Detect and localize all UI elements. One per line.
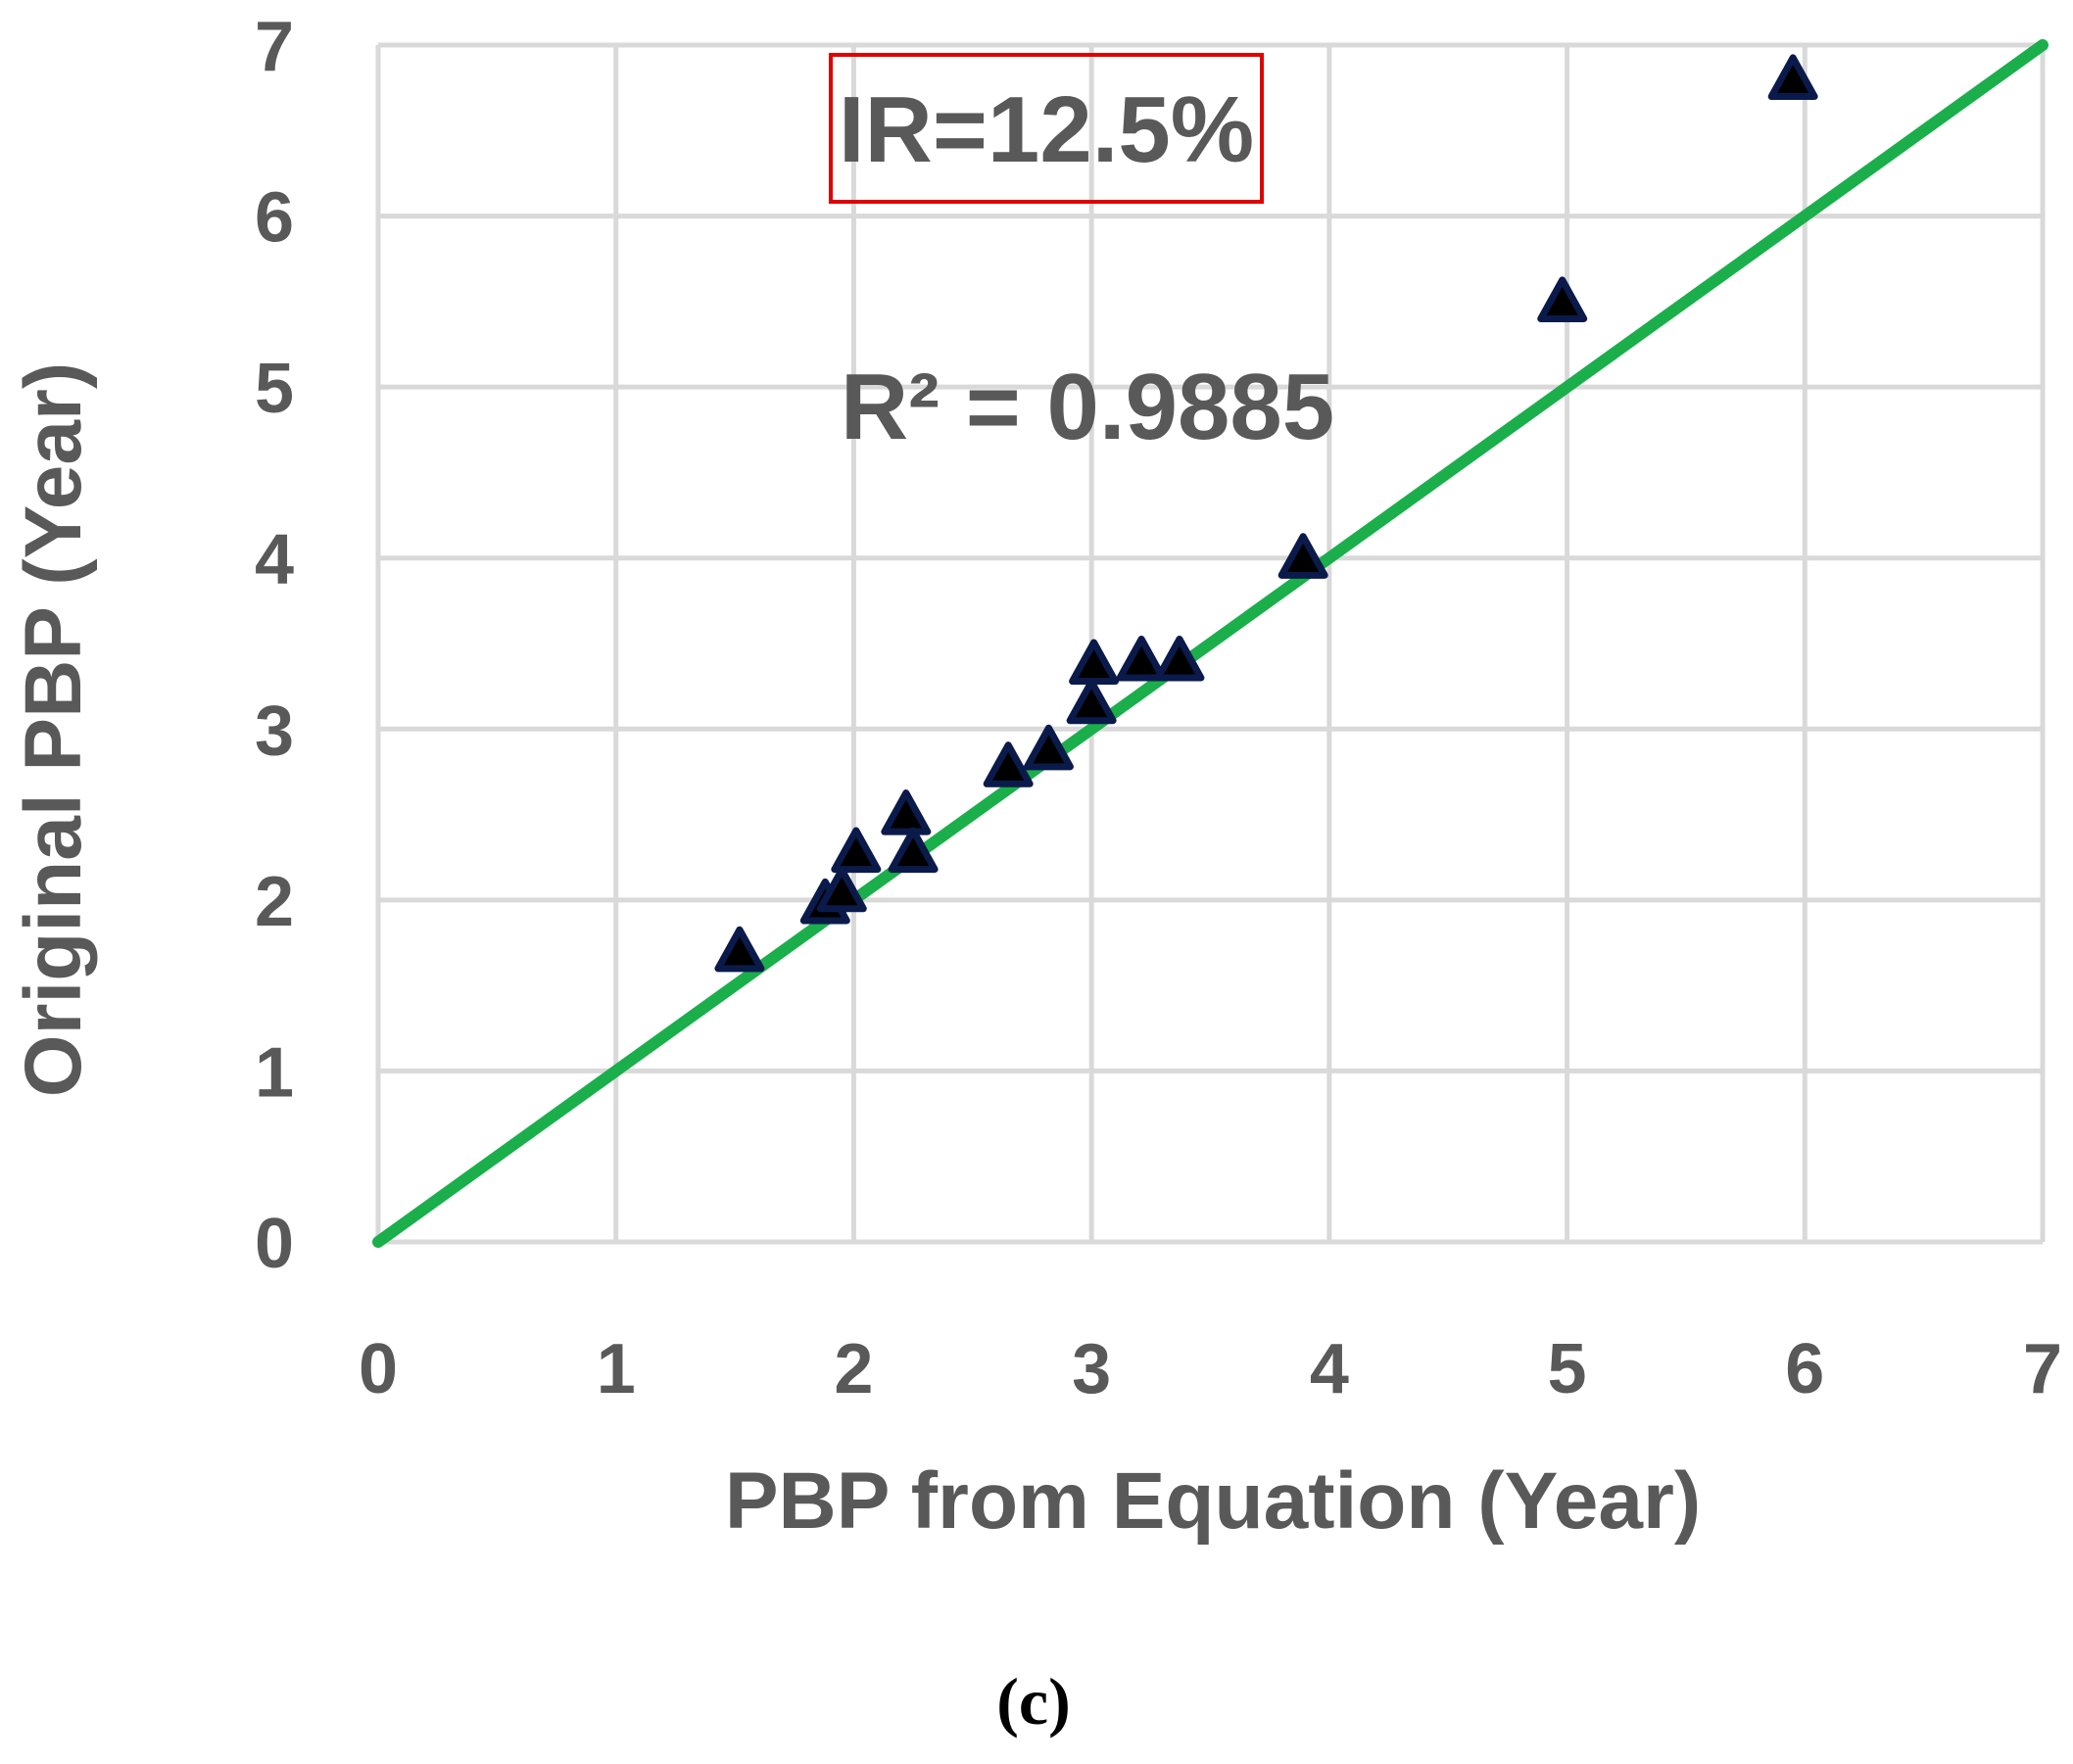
data-point-triangle: [831, 827, 882, 874]
x-tick-label: 2: [834, 1330, 873, 1408]
data-point-triangle: [1767, 54, 1818, 101]
y-tick-label: 1: [255, 1033, 294, 1112]
data-point-triangle: [1537, 276, 1588, 322]
x-tick-label: 6: [1785, 1330, 1824, 1408]
data-point-triangle: [1278, 533, 1328, 579]
x-tick-label: 3: [1072, 1330, 1111, 1408]
x-axis-ticks: 0 1 2 3 4 5 6 7: [359, 1330, 2062, 1408]
x-tick-label: 5: [1548, 1330, 1587, 1408]
y-tick-label: 3: [255, 691, 294, 770]
y-tick-label: 4: [255, 521, 294, 599]
x-axis-title: PBP from Equation (Year): [725, 1456, 1701, 1546]
y-tick-label: 5: [255, 350, 294, 428]
x-tick-label: 1: [597, 1330, 636, 1408]
y-tick-label: 2: [255, 863, 294, 941]
data-point-triangle: [881, 789, 932, 835]
data-point-triangle: [1069, 639, 1120, 686]
y-tick-label: 6: [255, 179, 294, 258]
r-squared-label: R² = 0.9885: [841, 355, 1334, 459]
data-point-triangle: [1154, 635, 1205, 682]
ir-label: IR=12.5%: [839, 77, 1254, 182]
data-point-triangle: [816, 866, 867, 913]
data-point-triangle: [1066, 678, 1117, 725]
gridlines: [375, 42, 2046, 1245]
reference-line-group: [372, 39, 2049, 1248]
x-tick-label: 4: [1310, 1330, 1349, 1408]
data-point-triangle: [1023, 724, 1074, 771]
panel-label: (c): [996, 1664, 1070, 1739]
x-tick-label: 0: [359, 1330, 398, 1408]
data-point-triangle: [983, 741, 1034, 787]
data-point-triangle: [714, 926, 765, 973]
data-point-triangle: [1116, 635, 1167, 682]
y-tick-label: 7: [255, 8, 294, 86]
y-tick-label: 0: [255, 1205, 294, 1283]
y-axis-ticks: 0 1 2 3 4 5 6 7: [255, 8, 294, 1283]
x-tick-label: 7: [2023, 1330, 2062, 1408]
data-points: [714, 54, 1818, 973]
ir-label-box: [829, 53, 1264, 204]
data-point-triangle: [888, 827, 939, 874]
reference-line: [372, 39, 2049, 1248]
y-axis-title: Original PBP (Year): [9, 362, 98, 1097]
